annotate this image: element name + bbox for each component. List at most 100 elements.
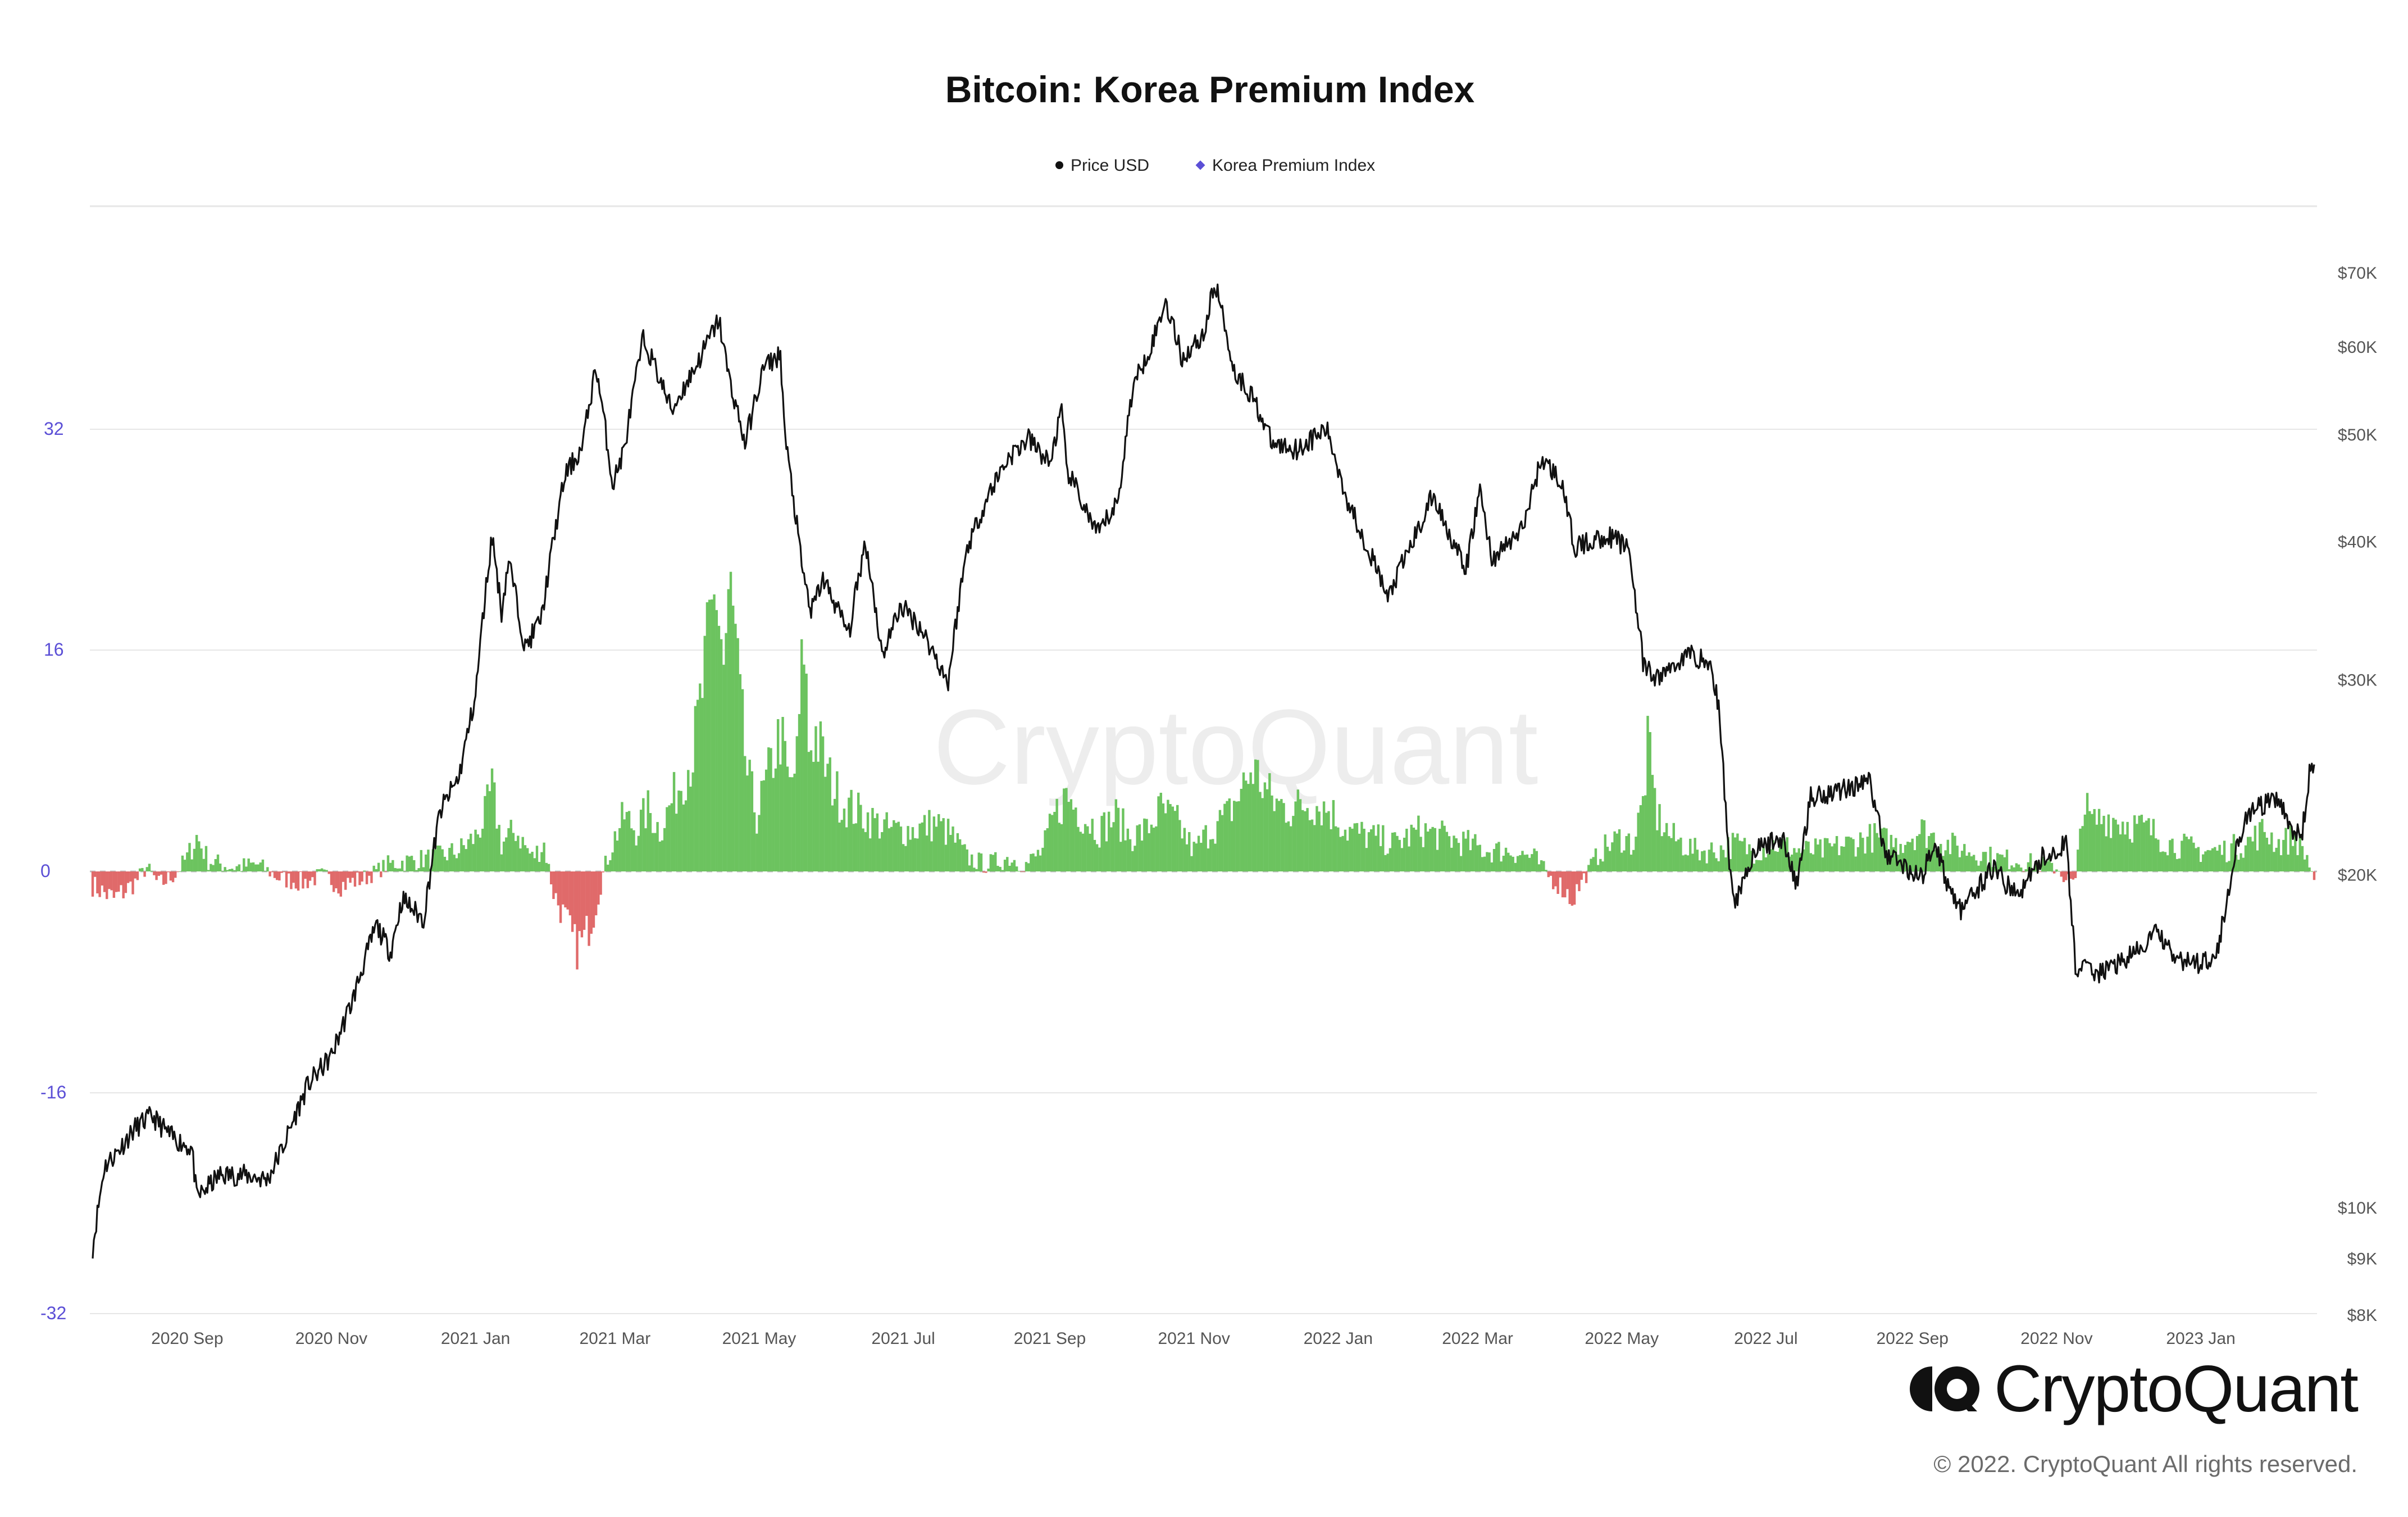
premium-bar	[1128, 839, 1132, 871]
premium-bar	[1613, 831, 1616, 871]
premium-bar	[871, 808, 874, 871]
premium-bar	[283, 871, 286, 872]
premium-bar	[2001, 855, 2004, 871]
premium-bar	[557, 871, 560, 906]
premium-bar	[1145, 819, 1148, 871]
premium-bar	[661, 840, 664, 871]
premium-bar	[1450, 847, 1453, 871]
premium-bar	[1275, 798, 1278, 871]
x-tick: 2021 May	[722, 1329, 796, 1348]
premium-bar	[980, 853, 983, 871]
premium-bar	[325, 870, 328, 871]
premium-bar	[1615, 833, 1619, 871]
premium-bar	[122, 871, 125, 898]
premium-bar	[540, 852, 543, 871]
premium-bar	[862, 828, 864, 871]
premium-bar	[2225, 862, 2228, 871]
premium-bar	[814, 726, 817, 871]
premium-bar	[1774, 851, 1777, 871]
premium-bar	[1136, 825, 1139, 871]
premium-bar	[517, 835, 520, 871]
premium-bar	[1535, 851, 1538, 871]
premium-bar	[169, 871, 172, 881]
premium-bar	[1887, 855, 1890, 871]
premium-bar	[1396, 835, 1399, 871]
premium-bar	[1911, 838, 1914, 871]
premium-bar	[1245, 780, 1248, 871]
premium-bar	[1594, 848, 1597, 871]
premium-bar	[2102, 815, 2105, 871]
premium-bar	[1852, 839, 1855, 871]
premium-bar	[1403, 837, 1406, 871]
premium-bar	[663, 828, 666, 871]
premium-bar	[441, 849, 444, 871]
premium-bar	[582, 871, 586, 930]
premium-bar	[2228, 861, 2231, 871]
premium-bar	[1769, 849, 1772, 871]
premium-bar	[776, 719, 780, 871]
premium-bar	[2074, 871, 2077, 878]
premium-bar	[876, 813, 879, 871]
premium-bar	[1814, 838, 1817, 871]
premium-bar	[893, 820, 895, 871]
premium-bar	[490, 768, 494, 871]
premium-bar	[417, 868, 420, 871]
legend-premium-marker	[1195, 160, 1205, 170]
premium-bar	[1660, 836, 1663, 871]
premium-bar	[410, 856, 413, 871]
premium-bar	[304, 871, 307, 879]
premium-bar	[1738, 841, 1741, 871]
premium-bar	[1022, 871, 1025, 872]
premium-bar	[380, 871, 383, 878]
premium-bar	[238, 864, 241, 871]
premium-bar	[703, 635, 706, 871]
premium-bar	[1582, 871, 1586, 874]
premium-bar	[472, 844, 475, 871]
legend-premium-label[interactable]: Korea Premium Index	[1212, 156, 1375, 175]
premium-bar	[564, 871, 567, 908]
premium-bar	[198, 841, 201, 871]
premium-bar	[507, 828, 510, 871]
premium-bar	[2202, 854, 2205, 871]
premium-bar	[720, 639, 723, 871]
premium-bar	[1344, 829, 1347, 871]
premium-bar	[1259, 792, 1262, 871]
premium-bar	[1069, 799, 1073, 871]
premium-bar	[2175, 859, 2179, 871]
premium-bar	[1277, 801, 1281, 871]
premium-bar	[188, 843, 191, 871]
premium-bar	[1951, 833, 1954, 871]
premium-bar	[526, 848, 529, 871]
premium-bar	[1587, 865, 1590, 871]
premium-bar	[337, 871, 340, 894]
premium-bar	[1842, 846, 1845, 871]
premium-bar	[1072, 809, 1075, 871]
premium-bar	[758, 815, 761, 871]
premium-bar	[207, 870, 210, 871]
premium-bar	[921, 822, 924, 871]
premium-bar	[392, 860, 394, 871]
premium-bar	[2065, 871, 2068, 880]
premium-bar	[1490, 862, 1494, 871]
premium-bar	[968, 865, 971, 871]
left-tick-32: 32	[44, 419, 64, 439]
x-tick: 2022 Mar	[1442, 1329, 1513, 1348]
premium-bar	[502, 841, 506, 871]
premium-bar	[2055, 869, 2058, 871]
premium-bar	[1349, 826, 1351, 871]
premium-bar	[2138, 815, 2141, 871]
premium-bar	[1341, 835, 1344, 871]
premium-bar	[999, 866, 1002, 871]
premium-bar	[1760, 860, 1763, 871]
premium-bar	[2119, 834, 2122, 871]
premium-bar	[859, 805, 862, 871]
premium-bar	[1533, 848, 1536, 871]
premium-bar	[824, 776, 827, 871]
premium-bar	[2287, 855, 2289, 871]
premium-bar	[2183, 833, 2186, 871]
premium-bar	[2062, 871, 2065, 882]
premium-bar	[637, 835, 640, 871]
premium-bar	[1427, 832, 1430, 871]
premium-bar	[219, 863, 222, 871]
legend-price-label[interactable]: Price USD	[1071, 156, 1149, 175]
